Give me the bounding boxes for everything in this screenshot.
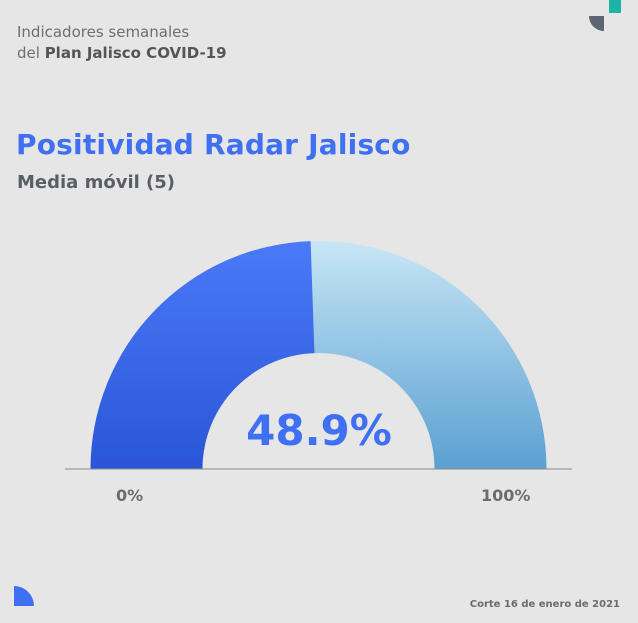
corner-logo-icon [14,586,34,606]
header-line-2: del Plan Jalisco COVID-19 [17,44,227,62]
report-header: Indicadores semanales del Plan Jalisco C… [17,22,227,64]
gauge-remaining-arc [310,240,547,469]
chart-subtitle: Media móvil (5) [17,172,176,193]
gauge-min-label: 0% [116,486,144,505]
chart-title: Positividad Radar Jalisco [16,128,411,161]
gauge-value-label: 48.9% [246,406,392,455]
cutoff-date: Corte 16 de enero de 2021 [469,599,620,610]
brand-logo-icon [589,0,621,31]
gauge-max-label: 100% [481,486,531,505]
gauge-value-arc [90,241,315,469]
header-line-1: Indicadores semanales [17,23,190,41]
plan-name: Plan Jalisco COVID-19 [44,44,227,62]
